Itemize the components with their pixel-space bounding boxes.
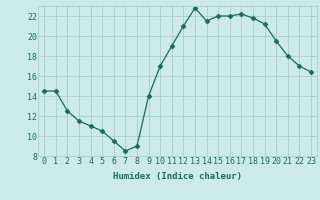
X-axis label: Humidex (Indice chaleur): Humidex (Indice chaleur): [113, 172, 242, 181]
